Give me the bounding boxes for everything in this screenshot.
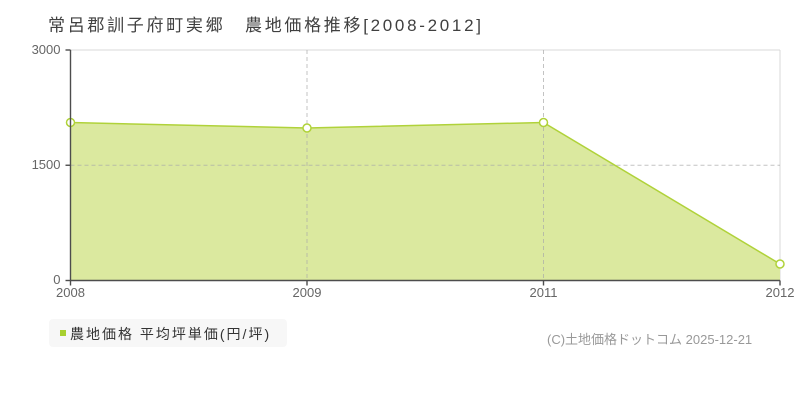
- svg-text:3000: 3000: [32, 42, 61, 57]
- svg-text:1500: 1500: [32, 157, 61, 172]
- svg-text:2012: 2012: [766, 285, 795, 300]
- svg-text:2009: 2009: [293, 285, 322, 300]
- svg-text:2008: 2008: [56, 285, 85, 300]
- svg-text:2011: 2011: [530, 285, 558, 300]
